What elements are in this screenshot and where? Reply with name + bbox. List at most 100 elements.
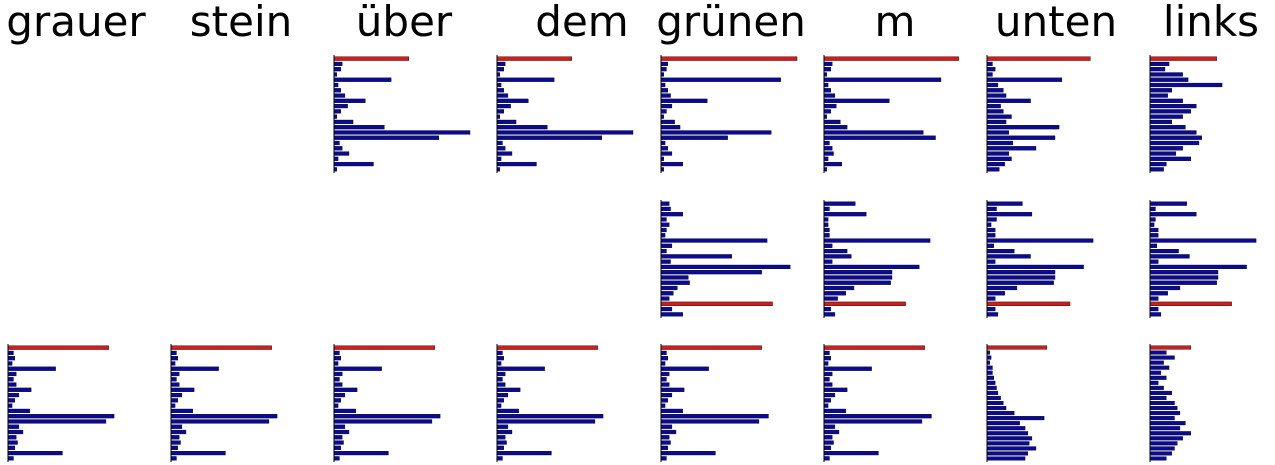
bar — [986, 426, 1026, 431]
panel-r1-c7 — [986, 55, 1091, 173]
bar — [1149, 222, 1155, 227]
bar — [660, 222, 670, 227]
bar — [660, 285, 678, 291]
bar — [986, 395, 1001, 400]
bar — [986, 238, 1094, 243]
bar — [1149, 61, 1170, 67]
bar — [986, 222, 992, 227]
panel-r1-c6 — [823, 55, 959, 173]
bar — [986, 77, 1063, 82]
panels — [7, 55, 1257, 462]
bar — [986, 88, 1004, 93]
bar — [986, 82, 999, 88]
bar — [7, 350, 14, 356]
bar — [1149, 206, 1156, 212]
panel-r1-c4 — [496, 55, 634, 173]
bar — [1149, 238, 1257, 243]
bar — [1149, 270, 1219, 275]
bar — [823, 61, 833, 67]
bar — [823, 429, 840, 435]
bar — [333, 109, 342, 114]
bar — [1149, 385, 1164, 390]
bar — [660, 371, 670, 377]
bar — [823, 98, 890, 103]
bar — [986, 130, 1009, 135]
bar — [1149, 151, 1177, 156]
bar — [1149, 254, 1190, 259]
bar — [1149, 119, 1172, 125]
bar — [333, 93, 346, 98]
word-label-7: unten — [995, 0, 1117, 46]
bar — [660, 140, 666, 146]
bar — [986, 411, 1015, 416]
bar — [1149, 109, 1191, 114]
bar — [333, 88, 342, 93]
bar — [660, 296, 670, 301]
bar — [986, 436, 1033, 441]
bar — [660, 98, 708, 103]
bar — [660, 103, 673, 109]
word-labels: grauer stein über dem grünen m unten lin… — [6, 0, 1259, 46]
bar — [660, 119, 675, 125]
bar — [660, 135, 728, 140]
bar — [170, 408, 193, 414]
bar — [1149, 296, 1159, 301]
bar — [496, 419, 596, 424]
bar — [496, 445, 505, 450]
bar — [823, 233, 830, 238]
bar — [823, 408, 846, 414]
bar — [823, 280, 891, 285]
bar — [170, 377, 177, 382]
bar — [660, 456, 667, 461]
word-label-8: links — [1163, 0, 1259, 46]
bar — [823, 291, 846, 296]
bar — [986, 151, 1009, 156]
highlight-bar — [1149, 345, 1191, 350]
bar — [7, 429, 24, 435]
bar — [496, 435, 506, 440]
bar — [823, 206, 830, 212]
bar — [333, 387, 358, 392]
bar — [1149, 167, 1164, 172]
bar — [986, 365, 993, 370]
bar — [1149, 441, 1178, 446]
bar — [1149, 360, 1164, 365]
bar — [660, 387, 685, 392]
bar — [170, 450, 226, 456]
bar — [496, 377, 503, 382]
bar — [1149, 350, 1167, 355]
bar — [986, 140, 1014, 146]
bar — [496, 135, 602, 140]
bar — [496, 161, 537, 167]
bar — [660, 356, 669, 361]
highlight-bar — [1149, 56, 1217, 61]
bar — [823, 264, 920, 270]
bar — [986, 390, 999, 395]
bar — [1149, 411, 1181, 416]
bar — [496, 67, 505, 72]
bar — [1149, 156, 1191, 161]
bar — [986, 400, 1004, 406]
bar — [823, 82, 829, 88]
bar — [496, 356, 505, 361]
bar — [986, 385, 997, 390]
bar — [660, 248, 667, 254]
bar — [660, 382, 670, 387]
bar — [333, 450, 389, 456]
bar — [986, 61, 993, 67]
bar — [1149, 446, 1175, 451]
bar — [333, 445, 342, 450]
bar — [1149, 285, 1181, 291]
bar — [170, 350, 177, 356]
panel-r1-c5 — [660, 55, 798, 173]
bar — [1149, 390, 1172, 395]
bar — [333, 61, 343, 67]
bar — [7, 408, 30, 414]
bar — [660, 130, 772, 135]
bar — [1149, 67, 1166, 72]
bar — [986, 72, 993, 77]
bar — [170, 440, 181, 445]
bar — [660, 243, 673, 248]
bar — [1149, 212, 1197, 217]
